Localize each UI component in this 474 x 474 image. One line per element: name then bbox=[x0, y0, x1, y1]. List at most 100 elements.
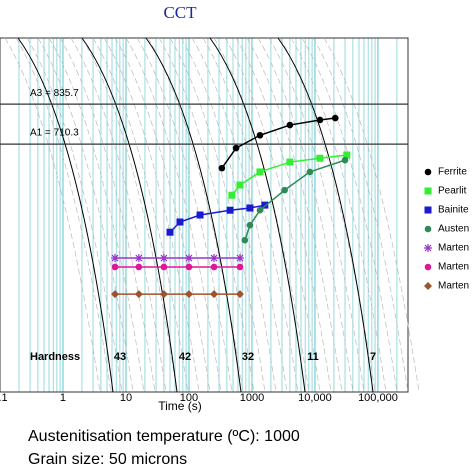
cooling-curve bbox=[277, 37, 374, 393]
cooling-curve bbox=[268, 37, 365, 393]
cooling-curve bbox=[92, 37, 189, 393]
hardness-value: 43 bbox=[114, 351, 126, 363]
data-point bbox=[281, 186, 288, 194]
data-point bbox=[246, 204, 254, 212]
x-tick-label: 1000 bbox=[240, 392, 264, 404]
legend-marker bbox=[424, 263, 432, 271]
cooling-curve bbox=[15, 37, 112, 393]
legend-label: Marten bbox=[438, 262, 469, 273]
note: Grain size: 50 microns bbox=[28, 451, 187, 468]
data-point bbox=[210, 290, 219, 299]
data-point bbox=[256, 168, 264, 176]
hardness-label: Hardness bbox=[30, 351, 80, 363]
cooling-curve bbox=[224, 37, 321, 393]
cooling-curve bbox=[17, 37, 114, 393]
data-point bbox=[134, 254, 143, 263]
data-point bbox=[111, 254, 120, 263]
data-point bbox=[236, 263, 244, 271]
legend-marker bbox=[424, 206, 432, 214]
reference-label: A3 = 835.7 bbox=[30, 88, 79, 99]
data-point bbox=[184, 254, 193, 263]
legend-marker bbox=[424, 187, 432, 195]
cooling-curve bbox=[114, 37, 211, 393]
x-tick-label: 1 bbox=[60, 392, 66, 404]
cooling-curve bbox=[37, 37, 134, 393]
cooling-curve bbox=[312, 37, 409, 393]
hardness-value: 7 bbox=[370, 351, 376, 363]
data-point bbox=[184, 290, 193, 299]
data-point bbox=[176, 218, 184, 226]
cooling-curve bbox=[81, 37, 178, 393]
x-axis-label: Time (s) bbox=[158, 399, 202, 413]
cooling-curve bbox=[26, 37, 123, 393]
legend-label: Marten bbox=[438, 281, 469, 292]
data-point bbox=[218, 164, 226, 172]
cooling-curve bbox=[4, 37, 101, 393]
data-point bbox=[316, 154, 324, 162]
plot-frame bbox=[0, 37, 409, 393]
legend-label: Ferrite bbox=[438, 167, 467, 178]
cooling-curve bbox=[323, 37, 420, 393]
chart-title: CCT bbox=[163, 3, 197, 22]
legend-marker bbox=[424, 225, 432, 233]
legend-label: Pearlit bbox=[438, 186, 467, 197]
data-point bbox=[316, 116, 324, 124]
data-point bbox=[256, 206, 264, 214]
cooling-curve bbox=[59, 37, 156, 393]
cooling-curve bbox=[301, 37, 398, 393]
data-point bbox=[159, 290, 168, 299]
data-point bbox=[256, 131, 264, 139]
cooling-curve bbox=[169, 37, 266, 393]
data-point bbox=[235, 290, 244, 299]
data-point bbox=[343, 151, 351, 159]
x-tick-label: 100 bbox=[180, 392, 198, 404]
cooling-curve bbox=[125, 37, 222, 393]
legend-marker bbox=[424, 244, 432, 252]
legend-marker bbox=[424, 282, 432, 290]
cooling-curves bbox=[4, 37, 420, 393]
cooling-curve bbox=[103, 37, 200, 393]
legend-label: Bainite bbox=[438, 205, 469, 216]
note: Austenitisation temperature (ºC): 1000 bbox=[28, 428, 300, 445]
reference-label: A1 = 710.3 bbox=[30, 128, 79, 139]
cooling-curve bbox=[235, 37, 332, 393]
data-point bbox=[235, 254, 244, 263]
data-point bbox=[286, 121, 294, 129]
data-point bbox=[166, 228, 174, 236]
data-point bbox=[261, 201, 269, 209]
data-point bbox=[185, 263, 193, 271]
cooling-curve bbox=[136, 37, 233, 393]
cooling-curve bbox=[180, 37, 277, 393]
legend-label: Marten bbox=[438, 243, 469, 254]
data-point bbox=[135, 263, 143, 271]
cooling-curve bbox=[202, 37, 299, 393]
legend-label: Austen bbox=[438, 224, 469, 235]
x-tick-label: 0.1 bbox=[0, 392, 8, 404]
cooling-curve bbox=[246, 37, 343, 393]
data-point bbox=[241, 236, 249, 244]
data-point bbox=[286, 158, 294, 166]
x-tick-label: 10,000 bbox=[298, 392, 332, 404]
data-point bbox=[341, 156, 349, 164]
cooling-curve bbox=[48, 37, 145, 393]
hardness-value: 42 bbox=[179, 351, 191, 363]
data-point bbox=[160, 263, 168, 271]
hardness-value: 11 bbox=[307, 351, 319, 363]
data-point bbox=[210, 254, 219, 263]
data-point bbox=[134, 290, 143, 299]
data-point bbox=[111, 263, 119, 271]
hardness-value: 32 bbox=[242, 351, 254, 363]
data-point bbox=[232, 144, 240, 152]
cooling-curve bbox=[158, 37, 255, 393]
data-point bbox=[228, 191, 236, 199]
data-point bbox=[226, 206, 234, 214]
cooling-curve bbox=[145, 37, 242, 393]
data-point bbox=[111, 290, 120, 299]
cooling-curve bbox=[290, 37, 387, 393]
data-point bbox=[210, 263, 218, 271]
cooling-curve bbox=[81, 37, 178, 393]
x-tick-label: 100,000 bbox=[358, 392, 398, 404]
data-point bbox=[236, 181, 244, 189]
data-point bbox=[306, 168, 314, 176]
